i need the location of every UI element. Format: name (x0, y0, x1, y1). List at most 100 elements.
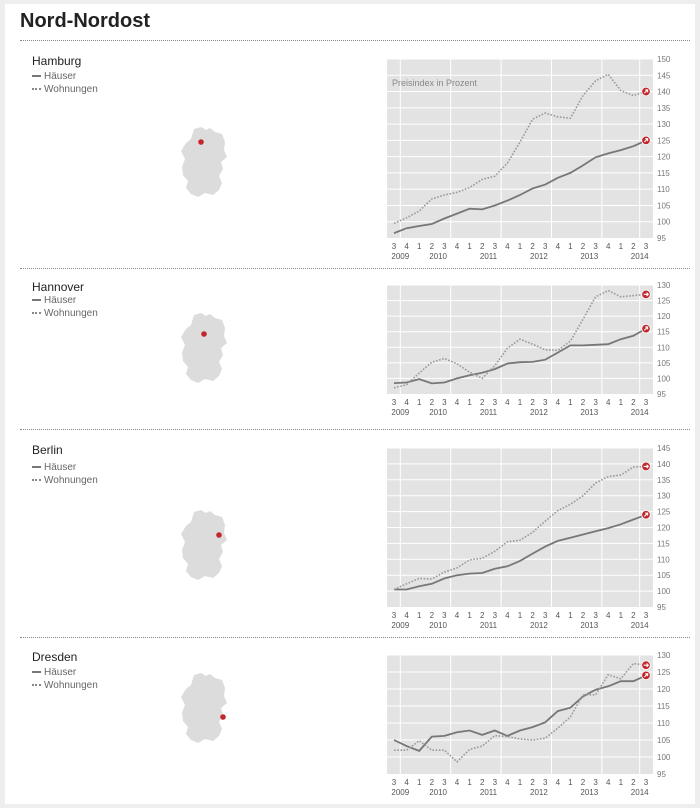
y-tick-label: 95 (657, 770, 666, 779)
x-tick-label: 2 (480, 611, 485, 620)
y-tick-label: 110 (657, 343, 670, 352)
x-year-label: 2010 (429, 788, 447, 797)
y-tick-label: 130 (657, 492, 671, 501)
series-line-haeuser (393, 674, 647, 752)
y-tick-label: 115 (657, 328, 670, 337)
x-tick-label: 3 (644, 398, 649, 407)
x-tick-label: 4 (455, 398, 460, 407)
x-tick-label: 3 (644, 611, 649, 620)
x-year-label: 2013 (580, 788, 598, 797)
x-year-label: 2014 (631, 408, 649, 417)
x-year-label: 2013 (580, 408, 598, 417)
panel-separator (20, 637, 690, 638)
x-tick-label: 3 (543, 242, 548, 251)
x-tick-label: 3 (543, 611, 548, 620)
x-tick-label: 2 (631, 398, 636, 407)
x-tick-label: 2 (430, 398, 435, 407)
x-tick-label: 2 (430, 611, 435, 620)
y-tick-label: 125 (657, 297, 671, 306)
legend-houses-label: Häuser (44, 462, 77, 473)
series-line-wohnungen (393, 465, 647, 591)
trend-arrow-icon (641, 670, 651, 681)
x-tick-label: 4 (556, 778, 561, 787)
trend-arrow-icon (641, 510, 651, 520)
dotted-line-icon (32, 479, 41, 482)
y-tick-label: 110 (657, 555, 670, 564)
city-name: Berlin (32, 443, 63, 457)
y-tick-label: 120 (657, 524, 671, 533)
legend-flats-label: Wohnungen (44, 475, 98, 486)
x-tick-label: 2 (530, 242, 535, 251)
y-tick-label: 145 (657, 444, 671, 453)
y-tick-label: 115 (657, 702, 670, 711)
city-location-marker (220, 714, 226, 720)
x-tick-label: 3 (593, 778, 598, 787)
x-tick-label: 1 (467, 242, 472, 251)
x-tick-label: 2 (530, 778, 535, 787)
x-tick-label: 3 (593, 611, 598, 620)
x-tick-label: 3 (493, 778, 498, 787)
x-tick-label: 2 (581, 242, 586, 251)
y-tick-label: 95 (657, 234, 666, 243)
trend-arrow-icon (641, 323, 651, 334)
series-line-haeuser (393, 327, 647, 385)
y-tick-label: 95 (657, 390, 666, 399)
y-tick-label: 140 (657, 460, 671, 469)
x-tick-label: 1 (568, 778, 573, 787)
x-tick-label: 3 (392, 398, 397, 407)
y-axis-label: Preisindex in Prozent (392, 78, 478, 88)
x-tick-label: 3 (493, 398, 498, 407)
y-tick-label: 100 (657, 753, 671, 762)
x-tick-label: 1 (619, 778, 624, 787)
y-tick-label: 130 (657, 651, 671, 660)
x-tick-label: 3 (644, 778, 649, 787)
x-year-label: 2011 (480, 788, 498, 797)
y-tick-label: 105 (657, 359, 671, 368)
page: Nord-Nordost Hamburg Häuser Wohnungen 95… (5, 4, 695, 804)
germany-map (181, 510, 227, 580)
y-tick-label: 150 (657, 55, 671, 64)
x-tick-label: 3 (442, 611, 447, 620)
legend-houses: Häuser (32, 70, 98, 83)
x-tick-label: 1 (619, 242, 624, 251)
y-tick-label: 125 (657, 136, 671, 145)
y-tick-label: 120 (657, 312, 671, 321)
germany-shape (181, 127, 227, 197)
x-tick-label: 4 (455, 242, 460, 251)
x-tick-label: 4 (606, 398, 611, 407)
dotted-line-icon (32, 684, 41, 687)
x-tick-label: 2 (480, 398, 485, 407)
x-tick-label: 1 (518, 398, 523, 407)
x-tick-label: 4 (556, 242, 561, 251)
x-tick-label: 1 (568, 242, 573, 251)
y-tick-label: 135 (657, 476, 671, 485)
y-tick-label: 130 (657, 281, 671, 290)
x-tick-label: 3 (442, 778, 447, 787)
legend-flats-label: Wohnungen (44, 680, 98, 691)
x-year-label: 2014 (631, 621, 649, 630)
solid-line-icon (32, 75, 41, 78)
x-year-label: 2009 (391, 621, 409, 630)
x-tick-label: 2 (631, 242, 636, 251)
y-tick-label: 105 (657, 571, 671, 580)
dotted-line-icon (32, 312, 41, 315)
legend-flats: Wohnungen (32, 679, 98, 692)
x-tick-label: 1 (518, 611, 523, 620)
legend: Häuser Wohnungen (32, 294, 98, 320)
city-name: Hamburg (32, 54, 82, 68)
x-tick-label: 4 (556, 611, 561, 620)
panel-separator (20, 268, 690, 269)
x-tick-label: 4 (404, 611, 409, 620)
legend-houses: Häuser (32, 294, 98, 307)
x-year-label: 2012 (530, 408, 548, 417)
x-tick-label: 2 (530, 398, 535, 407)
germany-map (181, 127, 227, 197)
plot-area (387, 655, 653, 774)
trend-arrow-icon (641, 289, 651, 300)
y-tick-label: 125 (657, 508, 671, 517)
x-tick-label: 3 (593, 242, 598, 251)
x-tick-label: 3 (392, 611, 397, 620)
